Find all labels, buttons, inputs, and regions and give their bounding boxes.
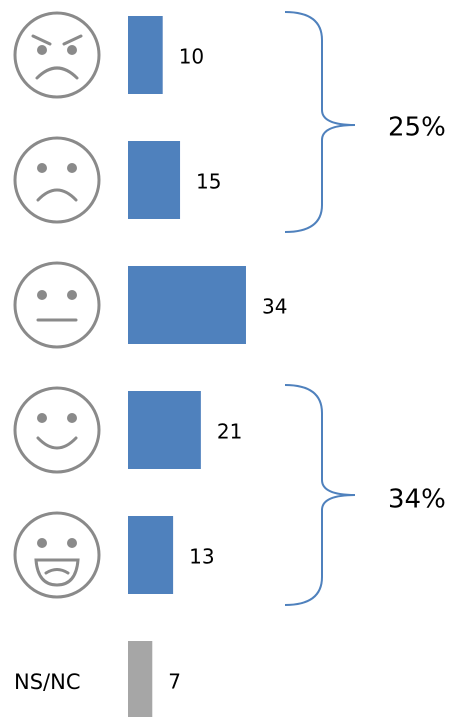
face-grin [13, 511, 101, 599]
category-label: NS/NC [14, 670, 81, 694]
bar [128, 391, 201, 469]
annotation: 25% [388, 113, 446, 143]
value-label: 34 [262, 295, 287, 319]
bar [128, 141, 181, 219]
face-angry [13, 11, 101, 99]
bar [128, 516, 174, 594]
bracket [284, 384, 356, 606]
bracket [284, 11, 356, 233]
value-label: 7 [168, 670, 181, 694]
bar [128, 641, 153, 717]
value-label: 13 [189, 545, 214, 569]
face-smile [13, 386, 101, 474]
annotation: 34% [388, 485, 446, 515]
value-label: 10 [179, 45, 204, 69]
face-neutral [13, 261, 101, 349]
face-sad [13, 136, 101, 224]
value-label: 15 [196, 170, 221, 194]
value-label: 21 [217, 420, 242, 444]
bar [128, 16, 163, 94]
bar [128, 266, 246, 344]
